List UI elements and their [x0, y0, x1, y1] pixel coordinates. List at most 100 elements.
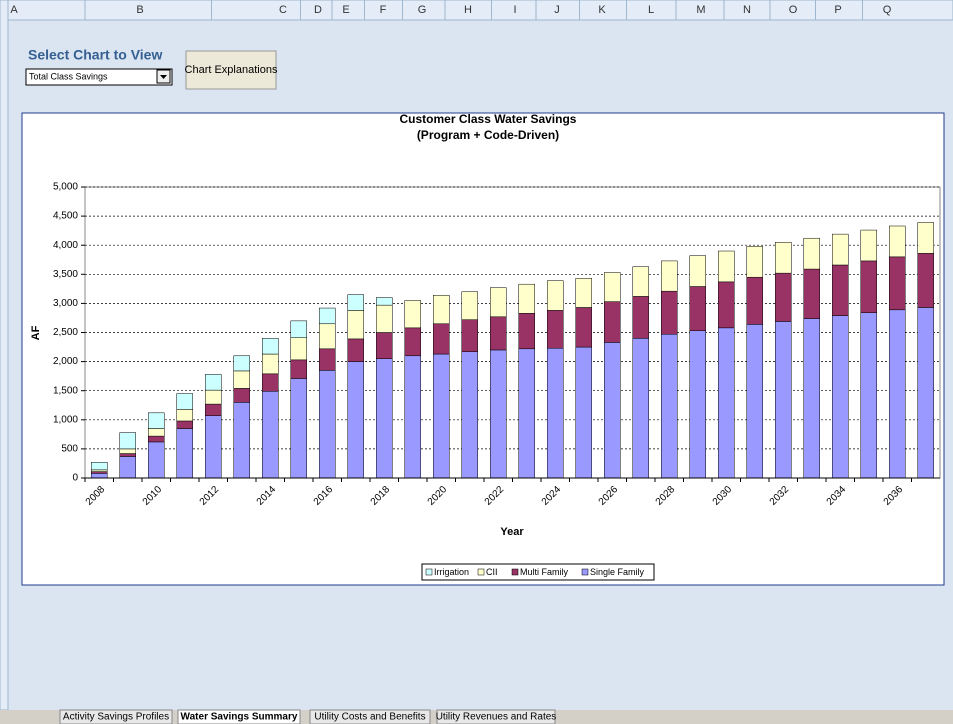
bar-segment	[233, 388, 250, 403]
bar-segment	[917, 222, 934, 254]
column-header: K	[598, 4, 606, 16]
bar-segment	[205, 374, 222, 391]
bar-segment	[119, 453, 136, 457]
bar-segment	[889, 256, 906, 311]
bar-segment	[547, 347, 564, 479]
bar-segment	[176, 428, 193, 479]
bar-segment	[376, 304, 393, 333]
bar-segment	[490, 316, 507, 351]
column-header-bar	[0, 0, 953, 21]
y-tick-label: 4,500	[53, 211, 78, 222]
bar-segment	[718, 281, 735, 329]
dropdown-text: Total Class Savings	[29, 71, 108, 81]
bar-segment	[860, 229, 877, 262]
column-header: A	[10, 4, 18, 16]
bar-segment	[205, 389, 222, 405]
bar-segment	[490, 287, 507, 318]
bar-segment	[746, 324, 763, 479]
bar-segment	[518, 348, 535, 479]
bar-segment	[290, 378, 307, 479]
bar-segment	[233, 355, 250, 372]
y-tick-label: 2,000	[53, 356, 78, 367]
bar-segment	[433, 353, 450, 479]
chart-explanations-button[interactable]	[185, 50, 277, 90]
bar-segment	[404, 327, 421, 357]
bar-segment	[347, 310, 364, 340]
bar-segment	[91, 462, 108, 471]
legend-label: Irrigation	[434, 567, 469, 577]
bar-segment	[347, 361, 364, 479]
bar-segment	[376, 297, 393, 306]
legend-label: CII	[486, 567, 498, 577]
bar-segment	[689, 330, 706, 479]
bar-segment	[91, 469, 108, 472]
legend-label: Multi Family	[520, 567, 569, 577]
sheet-tab[interactable]	[59, 709, 173, 724]
bar-segment	[205, 415, 222, 479]
bar-segment	[262, 353, 279, 375]
bar-segment	[860, 260, 877, 313]
bar-segment	[490, 349, 507, 479]
column-header: B	[136, 4, 143, 16]
bar-segment	[262, 391, 279, 479]
column-header: M	[696, 4, 705, 16]
y-tick-label: 0	[72, 473, 78, 484]
dropdown[interactable]	[25, 68, 173, 86]
bar-segment	[689, 286, 706, 332]
sheet-tab[interactable]	[309, 709, 431, 724]
legend-swatch	[477, 568, 485, 576]
legend-label: Single Family	[590, 567, 645, 577]
bar-segment	[347, 338, 364, 362]
bar-segment	[547, 280, 564, 311]
bar-segment	[832, 315, 849, 479]
bar-segment	[119, 448, 136, 454]
column-header: J	[554, 4, 560, 16]
bar-segment	[860, 312, 877, 479]
bar-segment	[319, 307, 336, 325]
y-tick-label: 3,000	[53, 298, 78, 309]
bar-segment	[461, 291, 478, 320]
x-axis-label: Year	[500, 526, 524, 538]
bar-segment	[718, 250, 735, 283]
dropdown-arrow-icon	[160, 75, 167, 79]
bar-segment	[461, 319, 478, 352]
column-header: H	[464, 4, 472, 16]
column-header: I	[513, 4, 516, 16]
bar-segment	[803, 318, 820, 479]
bar-segment	[604, 342, 621, 479]
bar-segment	[262, 373, 279, 392]
column-header: F	[380, 4, 387, 16]
column-header: Q	[883, 4, 892, 16]
bar-segment	[604, 301, 621, 343]
column-header: L	[648, 4, 654, 16]
bar-segment	[290, 320, 307, 338]
bar-segment	[319, 323, 336, 350]
bar-segment	[347, 294, 364, 311]
bar-segment	[148, 441, 165, 479]
bar-segment	[661, 333, 678, 479]
y-tick-label: 3,500	[53, 269, 78, 280]
bar-segment	[91, 473, 108, 479]
bar-segment	[233, 402, 250, 479]
bar-segment	[518, 283, 535, 314]
bar-segment	[832, 264, 849, 316]
bar-segment	[433, 295, 450, 325]
bar-segment	[461, 351, 478, 479]
column-header: C	[279, 4, 287, 16]
bar-segment	[148, 412, 165, 429]
bar-segment	[889, 225, 906, 258]
column-header: D	[314, 4, 322, 16]
bar-segment	[775, 242, 792, 274]
bar-segment	[376, 332, 393, 359]
bar-segment	[205, 403, 222, 416]
sheet-tab[interactable]	[177, 709, 301, 724]
bar-segment	[889, 309, 906, 479]
bar-segment	[376, 358, 393, 479]
select-label: Select Chart to View	[28, 47, 162, 63]
bar-segment	[547, 310, 564, 349]
y-tick-label: 1,000	[53, 414, 78, 425]
bar-segment	[661, 260, 678, 292]
chart-subtitle: (Program + Code-Driven)	[417, 128, 559, 142]
bar-segment	[176, 393, 193, 410]
sheet-tab[interactable]	[436, 709, 556, 724]
